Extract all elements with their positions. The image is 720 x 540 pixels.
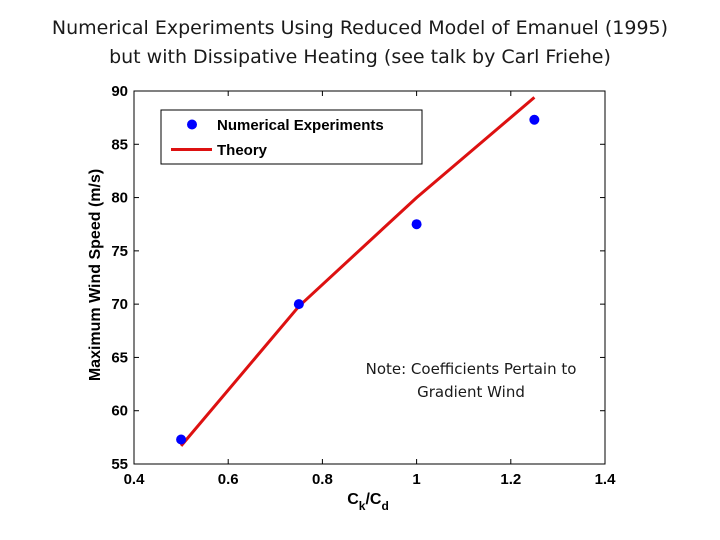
numerical-experiment-point [293, 299, 304, 310]
numerical-experiment-point [411, 219, 422, 230]
slide-title-line-2: but with Dissipative Heating (see talk b… [109, 46, 611, 68]
x-tick-label: 1.4 [595, 471, 617, 488]
x-tick-label: 0.4 [124, 471, 146, 488]
y-tick-label: 75 [111, 243, 128, 260]
y-tick-label: 80 [111, 190, 128, 207]
note-line-2: Gradient Wind [417, 383, 525, 401]
legend: Numerical Experiments Theory [160, 109, 423, 165]
plot-frame [133, 90, 606, 465]
slide-title-line-1: Numerical Experiments Using Reduced Mode… [51, 17, 669, 39]
y-tick-label: 85 [111, 136, 128, 153]
y-tick-label: 70 [111, 296, 128, 313]
x-tick-label: 0.6 [218, 471, 239, 488]
y-tick-label: 60 [111, 403, 128, 420]
y-tick-label: 65 [111, 349, 128, 366]
x-axis-label-mid: /C [365, 491, 381, 508]
x-axis-label-sub-d: d [381, 499, 388, 513]
x-tick-label: 1 [412, 471, 420, 488]
legend-box [160, 109, 423, 165]
data-layer [176, 96, 540, 447]
theory-line [179, 96, 536, 447]
y-tick-label: 90 [111, 83, 128, 100]
y-axis-label: Maximum Wind Speed (m/s) [87, 169, 104, 381]
x-axis-label: Ck/Cd [347, 491, 389, 513]
note-line-1: Note: Coefficients Pertain to [365, 360, 577, 378]
ticks-layer: 0.4 0.6 0.8 1 1.2 1.4 55 60 65 70 75 80 85 90 [111, 83, 616, 488]
legend-label-theory: Theory [217, 142, 268, 159]
numerical-experiment-point [529, 114, 540, 125]
x-tick-label: 1.2 [500, 471, 521, 488]
x-tick-label: 0.8 [312, 471, 333, 488]
y-tick-label: 55 [111, 456, 128, 473]
legend-label-numerical: Numerical Experiments [217, 117, 384, 134]
numerical-experiment-point [176, 434, 187, 445]
note-annotation: Note: Coefficients Pertain to Gradient W… [340, 358, 602, 404]
x-axis-label-sub-k: k [359, 499, 366, 513]
slide-title: Numerical Experiments Using Reduced Mode… [0, 14, 720, 72]
legend-marker-numerical [187, 119, 197, 130]
x-axis-label-main: C [347, 491, 359, 508]
